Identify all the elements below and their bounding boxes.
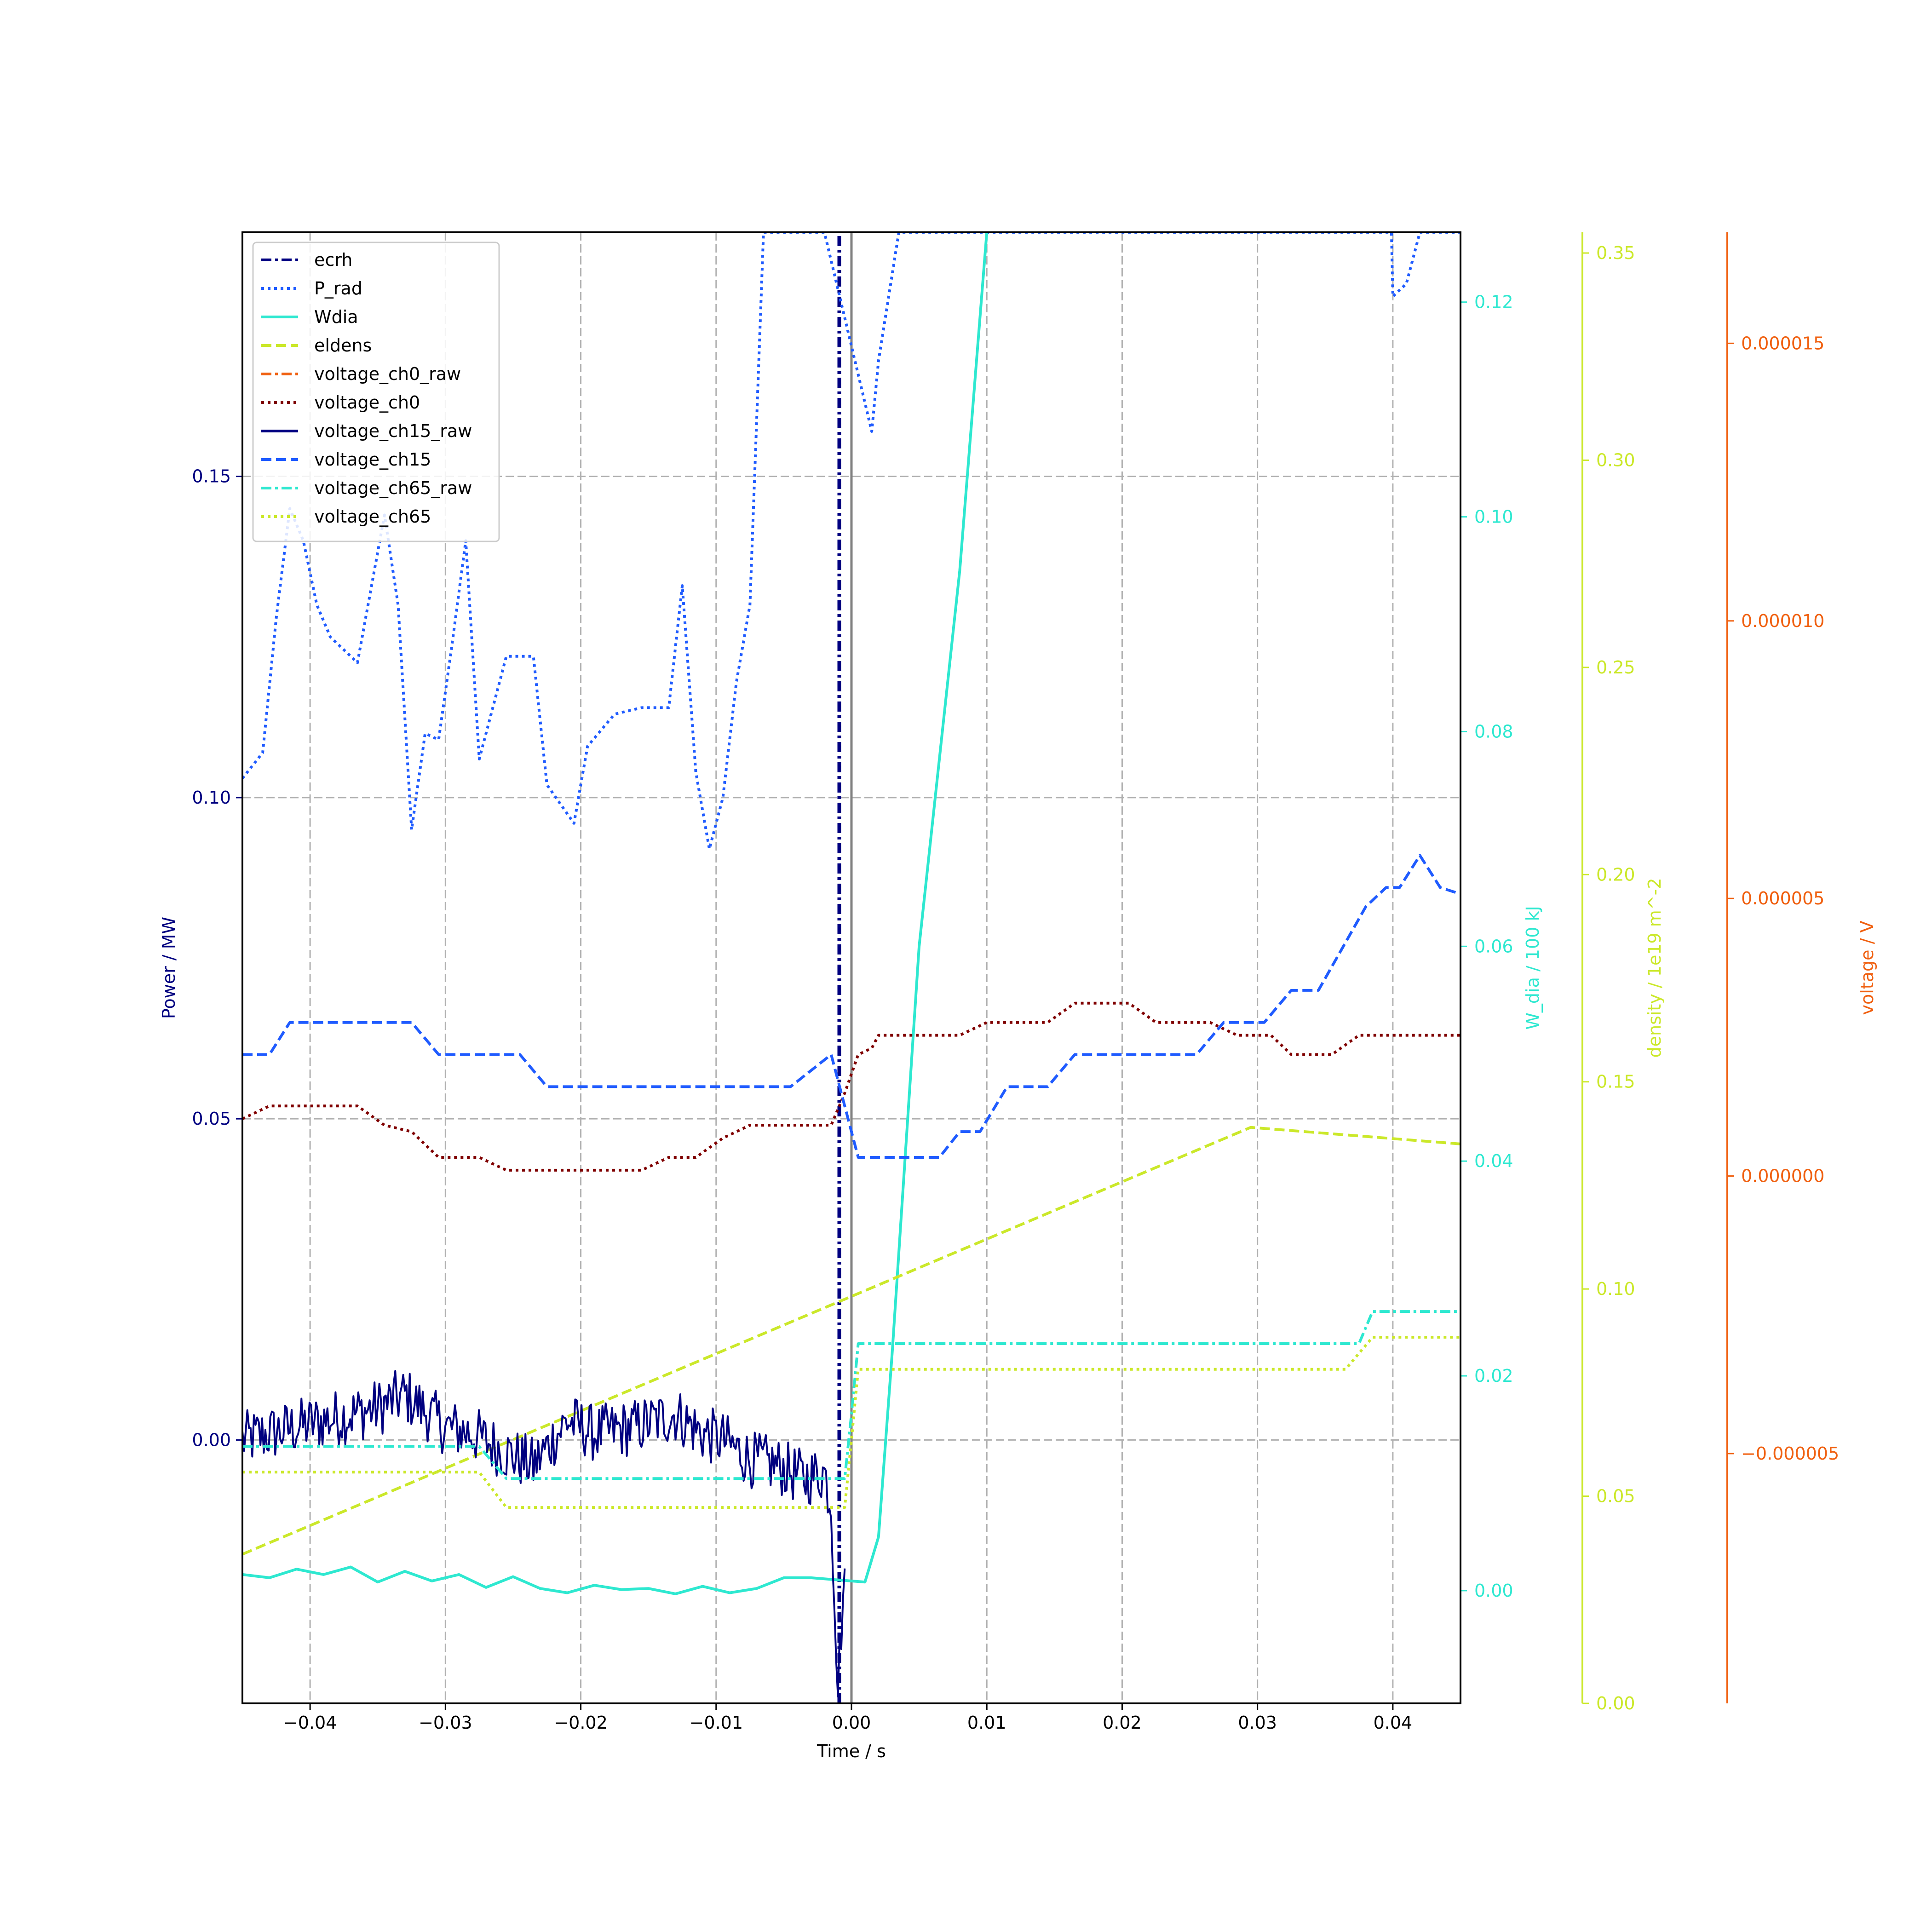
y-tick-label: 0.000005 — [1741, 888, 1824, 908]
series-voltage-ch15 — [242, 854, 1460, 1159]
y-tick-label: 0.02 — [1474, 1366, 1513, 1386]
series-layer — [242, 232, 1460, 1703]
y-tick-label: 0.000015 — [1741, 333, 1824, 353]
x-tick-label: 0.01 — [967, 1713, 1006, 1733]
y-tick-label: 0.05 — [1596, 1486, 1635, 1506]
y-tick-label: 0.000010 — [1741, 611, 1824, 631]
y-axis-label-wdia: W_dia / 100 kJ — [1523, 906, 1543, 1029]
y-tick-label: 0.10 — [1474, 507, 1513, 527]
x-tick-label: −0.02 — [554, 1713, 607, 1733]
y-tick-label: 0.08 — [1474, 721, 1513, 742]
y-tick-label: 0.04 — [1474, 1151, 1513, 1171]
series-wdia — [242, 232, 989, 1595]
y-tick-label: −0.000005 — [1741, 1443, 1839, 1464]
y-tick-label: 0.35 — [1596, 243, 1635, 263]
x-axis-label: Time / s — [816, 1741, 886, 1761]
y-tick-label: 0.12 — [1474, 292, 1513, 312]
y-tick-label: 0.05 — [192, 1109, 231, 1129]
x-tick-label: −0.04 — [283, 1713, 337, 1733]
x-tick-label: 0.04 — [1374, 1713, 1413, 1733]
y-tick-label: 0.00 — [1474, 1581, 1513, 1601]
legend-label: voltage_ch0 — [314, 392, 420, 413]
y-axis-voltage: −0.000005 0.000000 0.000005 0.000010 0.00001… — [1726, 232, 1839, 1703]
legend-label: voltage_ch0_raw — [314, 364, 461, 384]
x-tick-label: 0.02 — [1103, 1713, 1142, 1733]
legend-label: eldens — [314, 335, 372, 356]
x-tick-label: −0.01 — [690, 1713, 743, 1733]
y-axis-density: 0.00 0.05 0.10 0.15 0.20 0.25 0.30 0.35 — [1581, 232, 1635, 1714]
y-tick-label: 0.10 — [192, 788, 231, 808]
legend-label: P_rad — [314, 278, 362, 299]
y-tick-label: 0.15 — [192, 466, 231, 487]
y-axis-label-density: density / 1e19 m^-2 — [1644, 878, 1665, 1058]
plot-frame — [242, 231, 1461, 1704]
y-axis-power: 0.00 0.05 0.10 0.15 — [192, 466, 242, 1450]
series-voltage-ch65-raw — [242, 1310, 1460, 1480]
legend-label: voltage_ch65 — [314, 506, 431, 527]
series-voltage-ch15-raw — [242, 1370, 846, 1698]
legend-box — [252, 242, 500, 542]
series-p-rad — [242, 232, 1460, 851]
y-tick-label: 0.000000 — [1741, 1166, 1824, 1186]
y-axis-label-power: Power / MW — [159, 917, 179, 1019]
x-tick-label: −0.03 — [419, 1713, 472, 1733]
series-voltage-ch65 — [242, 1336, 1460, 1509]
y-tick-label: 0.25 — [1596, 657, 1635, 678]
y-tick-label: 0.00 — [192, 1430, 231, 1450]
legend-label: Wdia — [314, 307, 358, 327]
legend-label: voltage_ch15 — [314, 449, 431, 470]
y-tick-label: 0.30 — [1596, 450, 1635, 470]
x-tick-label: 0.00 — [832, 1713, 871, 1733]
legend: ecrh P_rad Wdia eldens voltage_ch0_rawvoltag… — [252, 242, 500, 542]
legend-label: voltage_ch15_raw — [314, 421, 472, 441]
series-eldens — [242, 1126, 1460, 1556]
x-axis: −0.04 −0.03 −0.02 −0.01 0.00 0.01 0.02 0.03 0.04 — [283, 1703, 1412, 1733]
x-tick-label: 0.03 — [1238, 1713, 1277, 1733]
y-tick-label: 0.20 — [1596, 864, 1635, 885]
y-axis-label-voltage: voltage / V — [1857, 921, 1877, 1015]
y-tick-label: 0.06 — [1474, 936, 1513, 956]
y-tick-label: 0.10 — [1596, 1279, 1635, 1299]
legend-label: voltage_ch65_raw — [314, 478, 472, 498]
y-tick-label: 0.00 — [1596, 1693, 1635, 1714]
y-tick-label: 0.15 — [1596, 1072, 1635, 1092]
legend-label: ecrh — [314, 250, 352, 270]
